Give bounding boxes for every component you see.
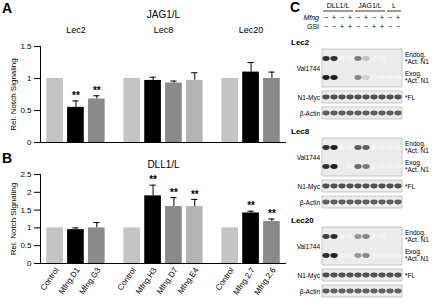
svg-text:Control: Control — [115, 266, 138, 293]
svg-text:0.5: 0.5 — [20, 106, 32, 115]
svg-text:−: − — [332, 23, 336, 30]
svg-text:**: ** — [149, 174, 157, 185]
html-text:B: B — [2, 150, 13, 166]
svg-text:0: 0 — [27, 138, 32, 147]
svg-text:0: 0 — [27, 259, 32, 268]
svg-text:*FL: *FL — [405, 94, 416, 101]
svg-text:Val1744: Val1744 — [297, 243, 321, 250]
svg-text:Lec8: Lec8 — [291, 127, 310, 136]
svg-text:−: − — [356, 14, 360, 21]
svg-text:Exog.: Exog. — [405, 247, 422, 255]
svg-text:L: L — [392, 2, 396, 9]
svg-text:**: ** — [170, 187, 178, 198]
html-text:A: A — [2, 0, 13, 16]
svg-text:**: ** — [191, 189, 199, 200]
svg-text:Lec8: Lec8 — [154, 25, 174, 35]
svg-text:+: + — [380, 14, 384, 21]
svg-text:*Act. N1: *Act. N1 — [405, 166, 429, 173]
svg-text:Lec2: Lec2 — [66, 25, 86, 35]
svg-text:Mfng.2.7: Mfng.2.7 — [231, 266, 257, 297]
svg-text:Lec20: Lec20 — [239, 25, 264, 35]
svg-text:Mfng.D7: Mfng.D7 — [154, 266, 180, 296]
svg-text:Exog.: Exog. — [405, 69, 422, 77]
svg-text:−: − — [396, 23, 400, 30]
svg-text:+: + — [396, 14, 400, 21]
svg-text:1.5: 1.5 — [20, 42, 32, 51]
svg-text:Control: Control — [38, 266, 61, 293]
svg-text:+: + — [372, 23, 376, 30]
svg-text:−: − — [388, 23, 392, 30]
svg-text:Endog.: Endog. — [405, 228, 426, 236]
svg-text:+: + — [364, 14, 368, 21]
svg-text:*Act. N1: *Act. N1 — [405, 77, 429, 84]
svg-text:Lec20: Lec20 — [291, 216, 314, 225]
svg-text:C: C — [290, 0, 300, 15]
svg-text:−: − — [340, 14, 344, 21]
svg-text:Mfng.E4: Mfng.E4 — [176, 266, 201, 296]
svg-text:N1-Myc: N1-Myc — [298, 272, 321, 280]
svg-text:Rel. Notch Signaling: Rel. Notch Signaling — [9, 183, 18, 255]
svg-text:*FL: *FL — [405, 183, 416, 190]
svg-text:+: + — [348, 14, 352, 21]
svg-text:Mfng: Mfng — [303, 14, 319, 22]
svg-text:Rel. Notch Signaling: Rel. Notch Signaling — [9, 58, 18, 130]
svg-text:N1-Myc: N1-Myc — [298, 94, 321, 102]
svg-text:+: + — [348, 23, 352, 30]
svg-text:−: − — [324, 14, 328, 21]
svg-text:N1-Myc: N1-Myc — [298, 183, 321, 191]
svg-text:**: ** — [72, 90, 80, 101]
svg-text:Endog.: Endog. — [405, 50, 426, 58]
svg-text:Endog.: Endog. — [405, 139, 426, 147]
svg-text:+: + — [340, 23, 344, 30]
svg-text:DLL1/L: DLL1/L — [327, 2, 350, 9]
svg-text:*Act. N1: *Act. N1 — [405, 147, 429, 154]
svg-text:β-Actin: β-Actin — [300, 288, 321, 296]
svg-text:GSI: GSI — [307, 23, 319, 30]
svg-text:Control: Control — [213, 266, 236, 293]
svg-text:−: − — [324, 23, 328, 30]
svg-text:**: ** — [247, 200, 255, 211]
svg-text:+: + — [380, 23, 384, 30]
svg-text:Mfng.2.6: Mfng.2.6 — [252, 266, 278, 297]
svg-text:2: 2 — [27, 188, 32, 197]
svg-text:1: 1 — [27, 223, 32, 232]
svg-text:1: 1 — [27, 74, 32, 83]
svg-text:Mfng.G3: Mfng.G3 — [78, 266, 103, 297]
svg-text:*Act. N1: *Act. N1 — [405, 236, 429, 243]
svg-text:β-Actin: β-Actin — [300, 199, 321, 207]
svg-text:−: − — [388, 14, 392, 21]
svg-text:−: − — [364, 23, 368, 30]
svg-text:Mfng.H3: Mfng.H3 — [134, 266, 159, 296]
svg-text:+: + — [332, 14, 336, 21]
svg-text:*Act. N1: *Act. N1 — [405, 58, 429, 65]
svg-text:1.5: 1.5 — [20, 206, 32, 215]
svg-text:**: ** — [268, 208, 276, 219]
svg-text:2.5: 2.5 — [20, 170, 32, 179]
svg-text:*FL: *FL — [405, 272, 416, 279]
svg-text:**: ** — [93, 85, 101, 96]
svg-text:Val1744: Val1744 — [297, 65, 321, 72]
svg-text:0.5: 0.5 — [20, 241, 32, 250]
svg-text:Val1744: Val1744 — [297, 154, 321, 161]
svg-text:*Act. N1: *Act. N1 — [405, 255, 429, 262]
svg-text:β-Actin: β-Actin — [300, 110, 321, 118]
svg-text:JAG1/L: JAG1/L — [358, 2, 381, 9]
svg-text:JAG1/L: JAG1/L — [147, 9, 181, 20]
svg-text:DLL1/L: DLL1/L — [147, 159, 180, 170]
svg-text:−: − — [356, 23, 360, 30]
svg-text:Mfng.D1: Mfng.D1 — [57, 266, 82, 296]
svg-text:Lec2: Lec2 — [291, 38, 310, 47]
svg-text:Exog.: Exog. — [405, 158, 422, 166]
svg-text:−: − — [372, 14, 376, 21]
